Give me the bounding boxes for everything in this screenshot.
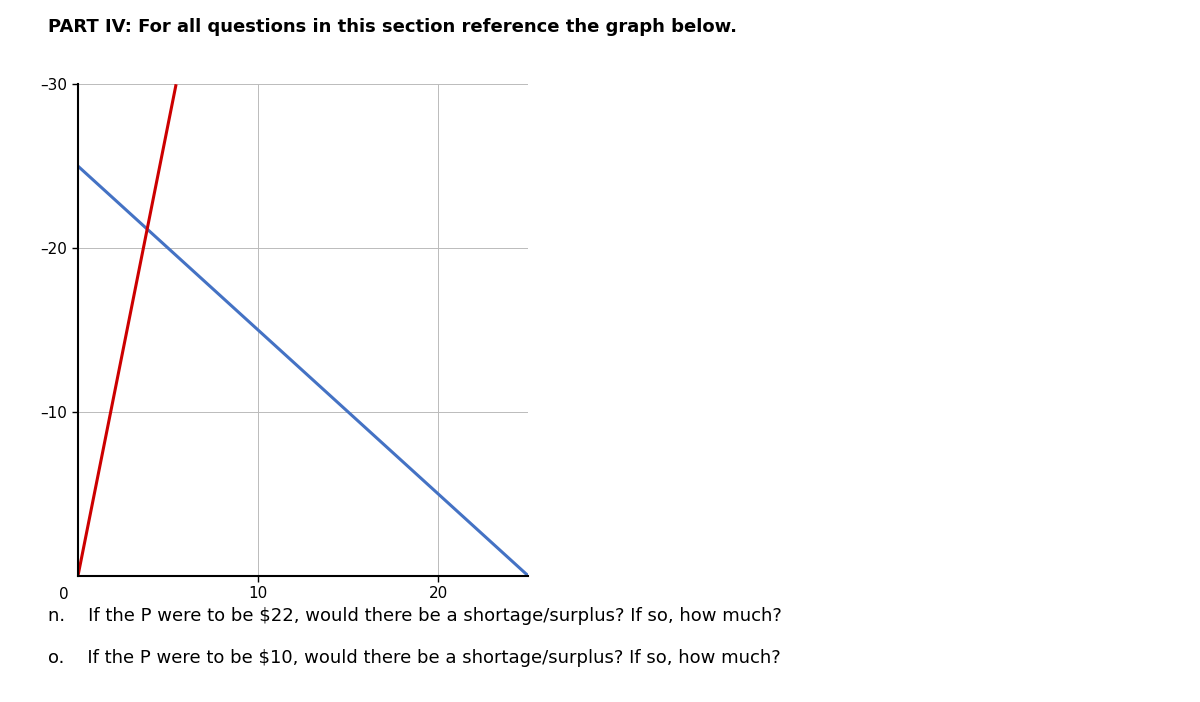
Text: o.    If the P were to be $10, would there be a shortage/surplus? If so, how muc: o. If the P were to be $10, would there … bbox=[48, 649, 781, 668]
Text: n.    If the P were to be $22, would there be a shortage/surplus? If so, how muc: n. If the P were to be $22, would there … bbox=[48, 607, 782, 625]
Text: PART IV: For all questions in this section reference the graph below.: PART IV: For all questions in this secti… bbox=[48, 18, 737, 36]
Text: 0: 0 bbox=[59, 587, 70, 602]
